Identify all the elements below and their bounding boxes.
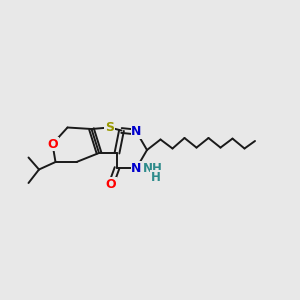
Text: N: N [131, 125, 142, 139]
Text: S: S [105, 121, 114, 134]
Text: O: O [47, 137, 58, 151]
Text: O: O [106, 178, 116, 191]
Text: H: H [151, 171, 161, 184]
Text: NH: NH [143, 161, 163, 175]
Text: N: N [131, 161, 142, 175]
